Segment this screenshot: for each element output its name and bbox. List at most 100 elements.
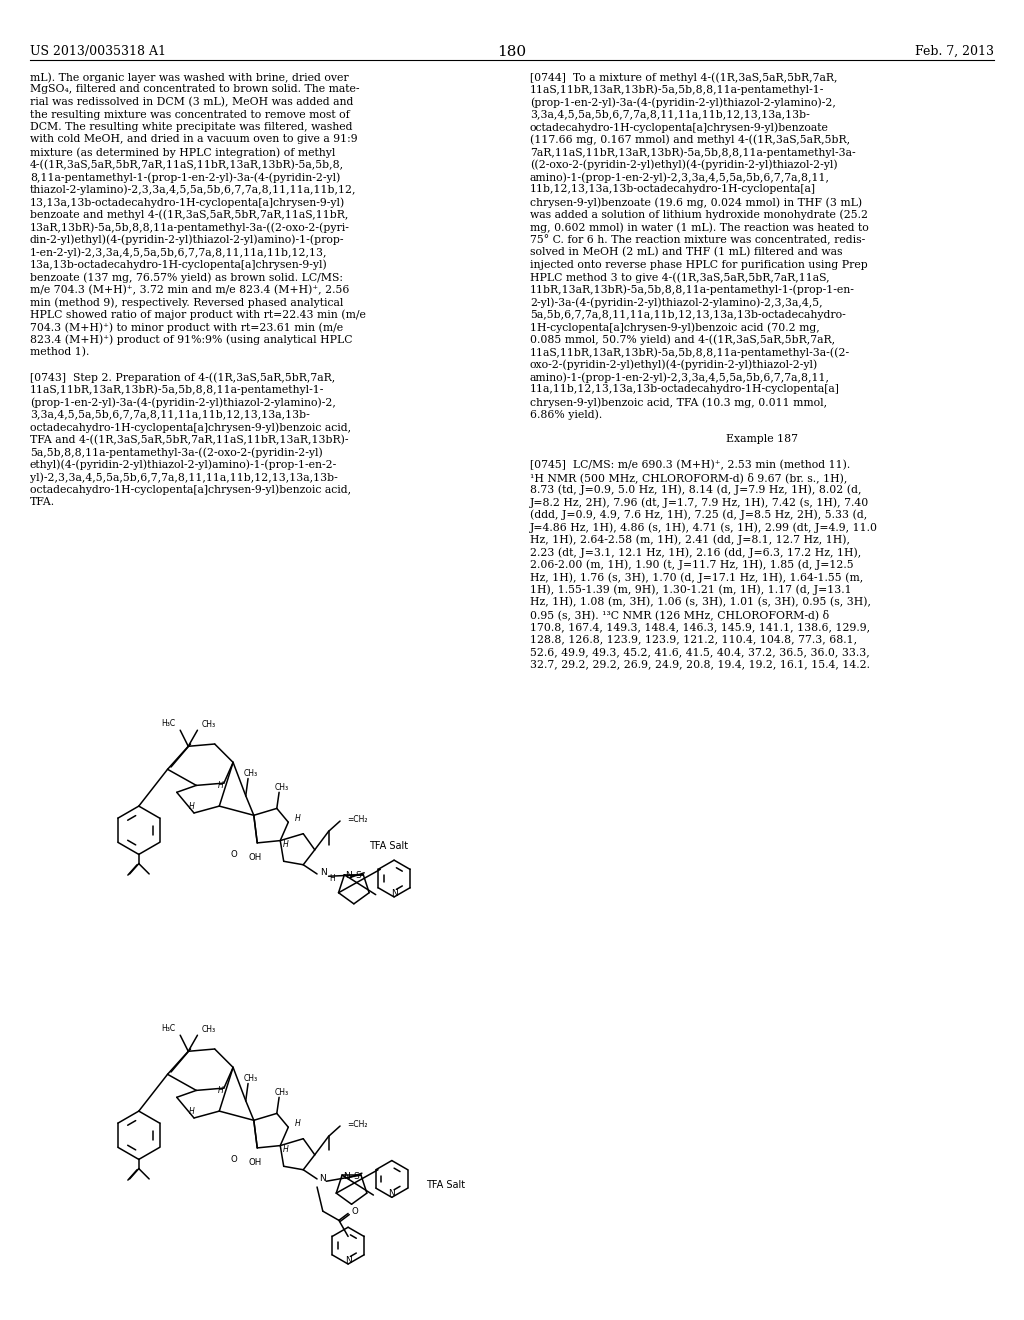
Text: CH₃: CH₃ <box>244 1074 257 1084</box>
Text: Feb. 7, 2013: Feb. 7, 2013 <box>915 45 994 58</box>
Text: [0744]  To a mixture of methyl 4-((1R,3aS,5aR,5bR,7aR,: [0744] To a mixture of methyl 4-((1R,3aS… <box>530 73 838 83</box>
Text: 2.06-2.00 (m, 1H), 1.90 (t, J=11.7 Hz, 1H), 1.85 (d, J=12.5: 2.06-2.00 (m, 1H), 1.90 (t, J=11.7 Hz, 1… <box>530 560 854 570</box>
Text: amino)-1-(prop-1-en-2-yl)-2,3,3a,4,5,5a,5b,6,7,7a,8,11,: amino)-1-(prop-1-en-2-yl)-2,3,3a,4,5,5a,… <box>530 372 830 383</box>
Text: injected onto reverse phase HPLC for purification using Prep: injected onto reverse phase HPLC for pur… <box>530 260 867 269</box>
Text: 2.23 (dt, J=3.1, 12.1 Hz, 1H), 2.16 (dd, J=6.3, 17.2 Hz, 1H),: 2.23 (dt, J=3.1, 12.1 Hz, 1H), 2.16 (dd,… <box>530 546 861 557</box>
Text: 13a,13b-octadecahydro-1H-cyclopenta[a]chrysen-9-yl): 13a,13b-octadecahydro-1H-cyclopenta[a]ch… <box>30 260 328 271</box>
Text: 823.4 (M+H)⁺) product of 91%:9% (using analytical HPLC: 823.4 (M+H)⁺) product of 91%:9% (using a… <box>30 334 352 345</box>
Text: 1H), 1.55-1.39 (m, 9H), 1.30-1.21 (m, 1H), 1.17 (d, J=13.1: 1H), 1.55-1.39 (m, 9H), 1.30-1.21 (m, 1H… <box>530 585 852 595</box>
Text: oxo-2-(pyridin-2-yl)ethyl)(4-(pyridin-2-yl)thiazol-2-yl): oxo-2-(pyridin-2-yl)ethyl)(4-(pyridin-2-… <box>530 359 818 370</box>
Text: 4-((1R,3aS,5aR,5bR,7aR,11aS,11bR,13aR,13bR)-5a,5b,8,: 4-((1R,3aS,5aR,5bR,7aR,11aS,11bR,13aR,13… <box>30 160 344 170</box>
Text: H: H <box>217 781 223 789</box>
Text: N: N <box>391 888 397 898</box>
Text: octadecahydro-1H-cyclopenta[a]chrysen-9-yl)benzoic acid,: octadecahydro-1H-cyclopenta[a]chrysen-9-… <box>30 484 351 495</box>
Text: octadecahydro-1H-cyclopenta[a]chrysen-9-yl)benzoate: octadecahydro-1H-cyclopenta[a]chrysen-9-… <box>530 121 828 132</box>
Text: N: N <box>345 1257 351 1265</box>
Text: 0.95 (s, 3H). ¹³C NMR (126 MHz, CHLOROFORM-d) δ: 0.95 (s, 3H). ¹³C NMR (126 MHz, CHLOROFO… <box>530 610 829 620</box>
Text: 32.7, 29.2, 29.2, 26.9, 24.9, 20.8, 19.4, 19.2, 16.1, 15.4, 14.2.: 32.7, 29.2, 29.2, 26.9, 24.9, 20.8, 19.4… <box>530 660 870 669</box>
Text: thiazol-2-ylamino)-2,3,3a,4,5,5a,5b,6,7,7a,8,11,11a,11b,12,: thiazol-2-ylamino)-2,3,3a,4,5,5a,5b,6,7,… <box>30 185 356 195</box>
Text: Hz, 1H), 1.08 (m, 3H), 1.06 (s, 3H), 1.01 (s, 3H), 0.95 (s, 3H),: Hz, 1H), 1.08 (m, 3H), 1.06 (s, 3H), 1.0… <box>530 597 871 607</box>
Text: 11aS,11bR,13aR,13bR)-5a,5b,8,8,11a-pentamethyl-1-: 11aS,11bR,13aR,13bR)-5a,5b,8,8,11a-penta… <box>30 384 325 395</box>
Text: was added a solution of lithium hydroxide monohydrate (25.2: was added a solution of lithium hydroxid… <box>530 210 868 220</box>
Text: chrysen-9-yl)benzoic acid, TFA (10.3 mg, 0.011 mmol,: chrysen-9-yl)benzoic acid, TFA (10.3 mg,… <box>530 397 827 408</box>
Text: method 1).: method 1). <box>30 347 89 358</box>
Text: 3,3a,4,5,5a,5b,6,7,7a,8,11,11a,11b,12,13,13a,13b-: 3,3a,4,5,5a,5b,6,7,7a,8,11,11a,11b,12,13… <box>30 409 309 420</box>
Text: 11bR,13aR,13bR)-5a,5b,8,8,11a-pentamethyl-1-(prop-1-en-: 11bR,13aR,13bR)-5a,5b,8,8,11a-pentamethy… <box>530 285 855 296</box>
Text: N: N <box>321 869 328 878</box>
Text: CH₃: CH₃ <box>274 1088 289 1097</box>
Text: H: H <box>188 1106 195 1115</box>
Text: 5a,5b,6,7,7a,8,11,11a,11b,12,13,13a,13b-octadecahydro-: 5a,5b,6,7,7a,8,11,11a,11b,12,13,13a,13b-… <box>530 309 846 319</box>
Text: H: H <box>283 1144 289 1154</box>
Text: Example 187: Example 187 <box>726 434 798 445</box>
Text: H: H <box>188 801 195 810</box>
Text: =CH₂: =CH₂ <box>347 1121 368 1130</box>
Text: CH₃: CH₃ <box>244 770 257 779</box>
Text: OH: OH <box>248 1159 261 1167</box>
Text: 11b,12,13,13a,13b-octadecahydro-1H-cyclopenta[a]: 11b,12,13,13a,13b-octadecahydro-1H-cyclo… <box>530 185 816 194</box>
Text: 11a,11b,12,13,13a,13b-octadecahydro-1H-cyclopenta[a]: 11a,11b,12,13,13a,13b-octadecahydro-1H-c… <box>530 384 840 395</box>
Text: 0.085 mmol, 50.7% yield) and 4-((1R,3aS,5aR,5bR,7aR,: 0.085 mmol, 50.7% yield) and 4-((1R,3aS,… <box>530 334 836 345</box>
Text: 180: 180 <box>498 45 526 59</box>
Text: S: S <box>355 871 361 880</box>
Text: solved in MeOH (2 mL) and THF (1 mL) filtered and was: solved in MeOH (2 mL) and THF (1 mL) fil… <box>530 247 843 257</box>
Text: yl)-2,3,3a,4,5,5a,5b,6,7,7a,8,11,11a,11b,12,13,13a,13b-: yl)-2,3,3a,4,5,5a,5b,6,7,7a,8,11,11a,11b… <box>30 473 338 483</box>
Text: TFA Salt: TFA Salt <box>369 841 408 851</box>
Text: TFA Salt: TFA Salt <box>426 1180 466 1189</box>
Text: chrysen-9-yl)benzoate (19.6 mg, 0.024 mmol) in THF (3 mL): chrysen-9-yl)benzoate (19.6 mg, 0.024 mm… <box>530 197 862 207</box>
Text: [0743]  Step 2. Preparation of 4-((1R,3aS,5aR,5bR,7aR,: [0743] Step 2. Preparation of 4-((1R,3aS… <box>30 372 335 383</box>
Text: O: O <box>351 1206 358 1216</box>
Text: (prop-1-en-2-yl)-3a-(4-(pyridin-2-yl)thiazol-2-ylamino)-2,: (prop-1-en-2-yl)-3a-(4-(pyridin-2-yl)thi… <box>30 397 336 408</box>
Text: N: N <box>343 1172 350 1181</box>
Text: DCM. The resulting white precipitate was filtered, washed: DCM. The resulting white precipitate was… <box>30 121 352 132</box>
Text: ethyl)(4-(pyridin-2-yl)thiazol-2-yl)amino)-1-(prop-1-en-2-: ethyl)(4-(pyridin-2-yl)thiazol-2-yl)amin… <box>30 459 337 470</box>
Text: 3,3a,4,5,5a,5b,6,7,7a,8,11,11a,11b,12,13,13a,13b-: 3,3a,4,5,5a,5b,6,7,7a,8,11,11a,11b,12,13… <box>530 110 810 120</box>
Text: MgSO₄, filtered and concentrated to brown solid. The mate-: MgSO₄, filtered and concentrated to brow… <box>30 84 359 95</box>
Text: (117.66 mg, 0.167 mmol) and methyl 4-((1R,3aS,5aR,5bR,: (117.66 mg, 0.167 mmol) and methyl 4-((1… <box>530 135 850 145</box>
Text: N: N <box>346 871 352 880</box>
Text: 13aR,13bR)-5a,5b,8,8,11a-pentamethyl-3a-((2-oxo-2-(pyri-: 13aR,13bR)-5a,5b,8,8,11a-pentamethyl-3a-… <box>30 222 350 232</box>
Text: O: O <box>230 850 237 859</box>
Text: 75° C. for 6 h. The reaction mixture was concentrated, redis-: 75° C. for 6 h. The reaction mixture was… <box>530 235 865 246</box>
Text: OH: OH <box>248 853 261 862</box>
Text: H: H <box>283 840 289 849</box>
Text: (ddd, J=0.9, 4.9, 7.6 Hz, 1H), 7.25 (d, J=8.5 Hz, 2H), 5.33 (d,: (ddd, J=0.9, 4.9, 7.6 Hz, 1H), 7.25 (d, … <box>530 510 867 520</box>
Text: Hz, 1H), 1.76 (s, 3H), 1.70 (d, J=17.1 Hz, 1H), 1.64-1.55 (m,: Hz, 1H), 1.76 (s, 3H), 1.70 (d, J=17.1 H… <box>530 572 863 582</box>
Text: mixture (as determined by HPLC integration) of methyl: mixture (as determined by HPLC integrati… <box>30 147 336 157</box>
Text: 6.86% yield).: 6.86% yield). <box>530 409 602 420</box>
Text: din-2-yl)ethyl)(4-(pyridin-2-yl)thiazol-2-yl)amino)-1-(prop-: din-2-yl)ethyl)(4-(pyridin-2-yl)thiazol-… <box>30 235 344 246</box>
Text: H: H <box>217 1086 223 1094</box>
Text: mL). The organic layer was washed with brine, dried over: mL). The organic layer was washed with b… <box>30 73 348 83</box>
Text: with cold MeOH, and dried in a vacuum oven to give a 91:9: with cold MeOH, and dried in a vacuum ov… <box>30 135 357 144</box>
Text: 8,11a-pentamethyl-1-(prop-1-en-2-yl)-3a-(4-(pyridin-2-yl): 8,11a-pentamethyl-1-(prop-1-en-2-yl)-3a-… <box>30 172 340 182</box>
Text: US 2013/0035318 A1: US 2013/0035318 A1 <box>30 45 166 58</box>
Text: benzoate and methyl 4-((1R,3aS,5aR,5bR,7aR,11aS,11bR,: benzoate and methyl 4-((1R,3aS,5aR,5bR,7… <box>30 210 348 220</box>
Text: N: N <box>388 1189 395 1199</box>
Text: 7aR,11aS,11bR,13aR,13bR)-5a,5b,8,8,11a-pentamethyl-3a-: 7aR,11aS,11bR,13aR,13bR)-5a,5b,8,8,11a-p… <box>530 147 856 157</box>
Text: HPLC showed ratio of major product with rt=22.43 min (m/e: HPLC showed ratio of major product with … <box>30 309 366 319</box>
Text: CH₃: CH₃ <box>202 1024 216 1034</box>
Text: mg, 0.602 mmol) in water (1 mL). The reaction was heated to: mg, 0.602 mmol) in water (1 mL). The rea… <box>530 222 868 232</box>
Text: H: H <box>295 814 300 824</box>
Text: rial was redissolved in DCM (3 mL), MeOH was added and: rial was redissolved in DCM (3 mL), MeOH… <box>30 96 353 107</box>
Text: 170.8, 167.4, 149.3, 148.4, 146.3, 145.9, 141.1, 138.6, 129.9,: 170.8, 167.4, 149.3, 148.4, 146.3, 145.9… <box>530 622 870 632</box>
Text: J=4.86 Hz, 1H), 4.86 (s, 1H), 4.71 (s, 1H), 2.99 (dt, J=4.9, 11.0: J=4.86 Hz, 1H), 4.86 (s, 1H), 4.71 (s, 1… <box>530 521 878 532</box>
Text: =CH₂: =CH₂ <box>347 816 368 825</box>
Text: 1-en-2-yl)-2,3,3a,4,5,5a,5b,6,7,7a,8,11,11a,11b,12,13,: 1-en-2-yl)-2,3,3a,4,5,5a,5b,6,7,7a,8,11,… <box>30 247 328 257</box>
Text: (prop-1-en-2-yl)-3a-(4-(pyridin-2-yl)thiazol-2-ylamino)-2,: (prop-1-en-2-yl)-3a-(4-(pyridin-2-yl)thi… <box>530 96 836 107</box>
Text: 1H-cyclopenta[a]chrysen-9-yl)benzoic acid (70.2 mg,: 1H-cyclopenta[a]chrysen-9-yl)benzoic aci… <box>530 322 820 333</box>
Text: HPLC method 3 to give 4-((1R,3aS,5aR,5bR,7aR,11aS,: HPLC method 3 to give 4-((1R,3aS,5aR,5bR… <box>530 272 829 282</box>
Text: the resulting mixture was concentrated to remove most of: the resulting mixture was concentrated t… <box>30 110 350 120</box>
Text: 52.6, 49.9, 49.3, 45.2, 41.6, 41.5, 40.4, 37.2, 36.5, 36.0, 33.3,: 52.6, 49.9, 49.3, 45.2, 41.6, 41.5, 40.4… <box>530 647 869 657</box>
Text: TFA and 4-((1R,3aS,5aR,5bR,7aR,11aS,11bR,13aR,13bR)-: TFA and 4-((1R,3aS,5aR,5bR,7aR,11aS,11bR… <box>30 434 348 445</box>
Text: O: O <box>230 1155 237 1164</box>
Text: amino)-1-(prop-1-en-2-yl)-2,3,3a,4,5,5a,5b,6,7,7a,8,11,: amino)-1-(prop-1-en-2-yl)-2,3,3a,4,5,5a,… <box>530 172 830 182</box>
Text: 2-yl)-3a-(4-(pyridin-2-yl)thiazol-2-ylamino)-2,3,3a,4,5,: 2-yl)-3a-(4-(pyridin-2-yl)thiazol-2-ylam… <box>530 297 822 308</box>
Text: octadecahydro-1H-cyclopenta[a]chrysen-9-yl)benzoic acid,: octadecahydro-1H-cyclopenta[a]chrysen-9-… <box>30 422 351 433</box>
Text: N: N <box>319 1175 327 1184</box>
Text: [0745]  LC/MS: m/e 690.3 (M+H)⁺, 2.53 min (method 11).: [0745] LC/MS: m/e 690.3 (M+H)⁺, 2.53 min… <box>530 459 850 470</box>
Text: 128.8, 126.8, 123.9, 123.9, 121.2, 110.4, 104.8, 77.3, 68.1,: 128.8, 126.8, 123.9, 123.9, 121.2, 110.4… <box>530 635 857 644</box>
Text: benzoate (137 mg, 76.57% yield) as brown solid. LC/MS:: benzoate (137 mg, 76.57% yield) as brown… <box>30 272 343 282</box>
Text: 5a,5b,8,8,11a-pentamethyl-3a-((2-oxo-2-(pyridin-2-yl): 5a,5b,8,8,11a-pentamethyl-3a-((2-oxo-2-(… <box>30 447 323 458</box>
Text: CH₃: CH₃ <box>274 783 289 792</box>
